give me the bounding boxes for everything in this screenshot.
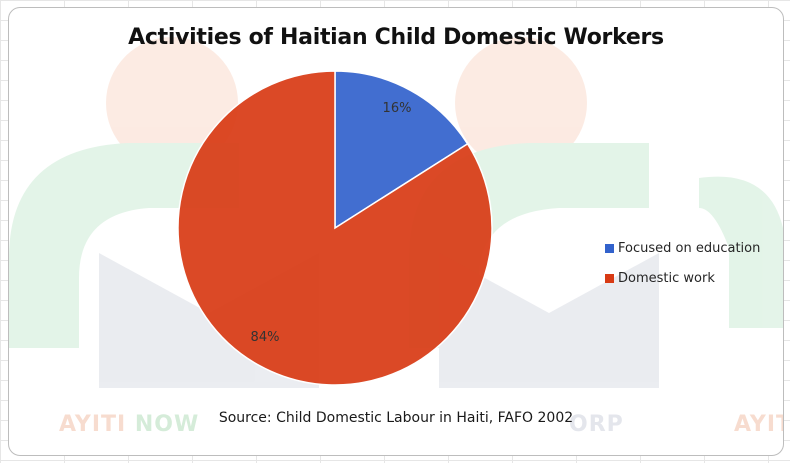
legend-label-education: Focused on education bbox=[618, 240, 761, 256]
watermark-text-left: AYITI NOW bbox=[59, 412, 199, 437]
watermark-text-middle: ORP bbox=[569, 412, 624, 437]
data-label-education: 16% bbox=[383, 101, 412, 116]
legend-label-domestic-work: Domestic work bbox=[618, 270, 715, 286]
legend-swatch-education bbox=[605, 243, 614, 253]
pie-slice-education[interactable] bbox=[334, 70, 469, 230]
watermark-text-now: NOW bbox=[134, 412, 200, 437]
legend-item-education[interactable]: Focused on education bbox=[605, 237, 760, 259]
watermark-text-ayiti: AYITI bbox=[59, 412, 135, 437]
watermark-text-right: AYITI bbox=[734, 412, 783, 437]
chart-title: Activities of Haitian Child Domestic Wor… bbox=[128, 25, 664, 50]
chart-legend[interactable]: Focused on education Domestic work bbox=[605, 237, 760, 297]
data-label-domestic-work: 84% bbox=[251, 330, 280, 345]
legend-item-domestic-work[interactable]: Domestic work bbox=[605, 267, 760, 289]
chart-container[interactable]: AYITI NOW ORP AYITI Activities of Haitia… bbox=[8, 7, 784, 456]
legend-swatch-domestic-work bbox=[605, 273, 614, 283]
source-note: Source: Child Domestic Labour in Haiti, … bbox=[218, 410, 574, 426]
pie-slice-domestic-work[interactable] bbox=[177, 70, 493, 386]
pie-chart: 16% 84% bbox=[177, 70, 493, 386]
